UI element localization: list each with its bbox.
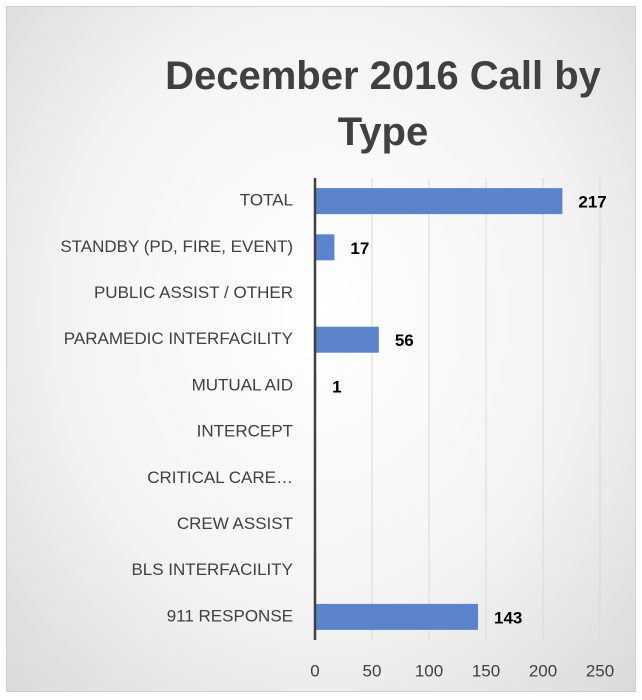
bar	[315, 234, 335, 261]
y-tick-label: CRITICAL CARE…	[147, 468, 293, 487]
x-tick-label: 0	[310, 661, 319, 680]
data-label: 56	[395, 331, 414, 350]
bar	[315, 603, 479, 630]
y-tick-label: MUTUAL AID	[192, 375, 293, 394]
data-label: 143	[494, 608, 522, 627]
chart-title: December 2016 Call by Type	[165, 54, 601, 154]
y-tick-label: BLS INTERFACILITY	[131, 560, 293, 579]
x-tick-label: 50	[363, 661, 382, 680]
y-tick-label: 911 RESPONSE	[167, 606, 293, 625]
y-tick-label: CREW ASSIST	[177, 514, 293, 533]
data-label: 1	[332, 377, 341, 396]
y-tick-label: INTERCEPT	[197, 422, 293, 441]
bar	[315, 188, 563, 215]
y-tick-label: TOTAL	[240, 191, 293, 210]
bar	[315, 326, 379, 353]
y-tick-label: STANDBY (PD, FIRE, EVENT)	[60, 237, 293, 256]
data-label: 217	[578, 193, 606, 212]
y-tick-label: PUBLIC ASSIST / OTHER	[94, 283, 293, 302]
x-tick-label: 150	[472, 661, 500, 680]
y-tick-label: PARAMEDIC INTERFACILITY	[64, 329, 293, 348]
x-tick-label: 100	[415, 661, 443, 680]
data-label: 17	[350, 239, 369, 258]
x-tick-label: 200	[529, 661, 557, 680]
x-tick-label: 250	[586, 661, 614, 680]
